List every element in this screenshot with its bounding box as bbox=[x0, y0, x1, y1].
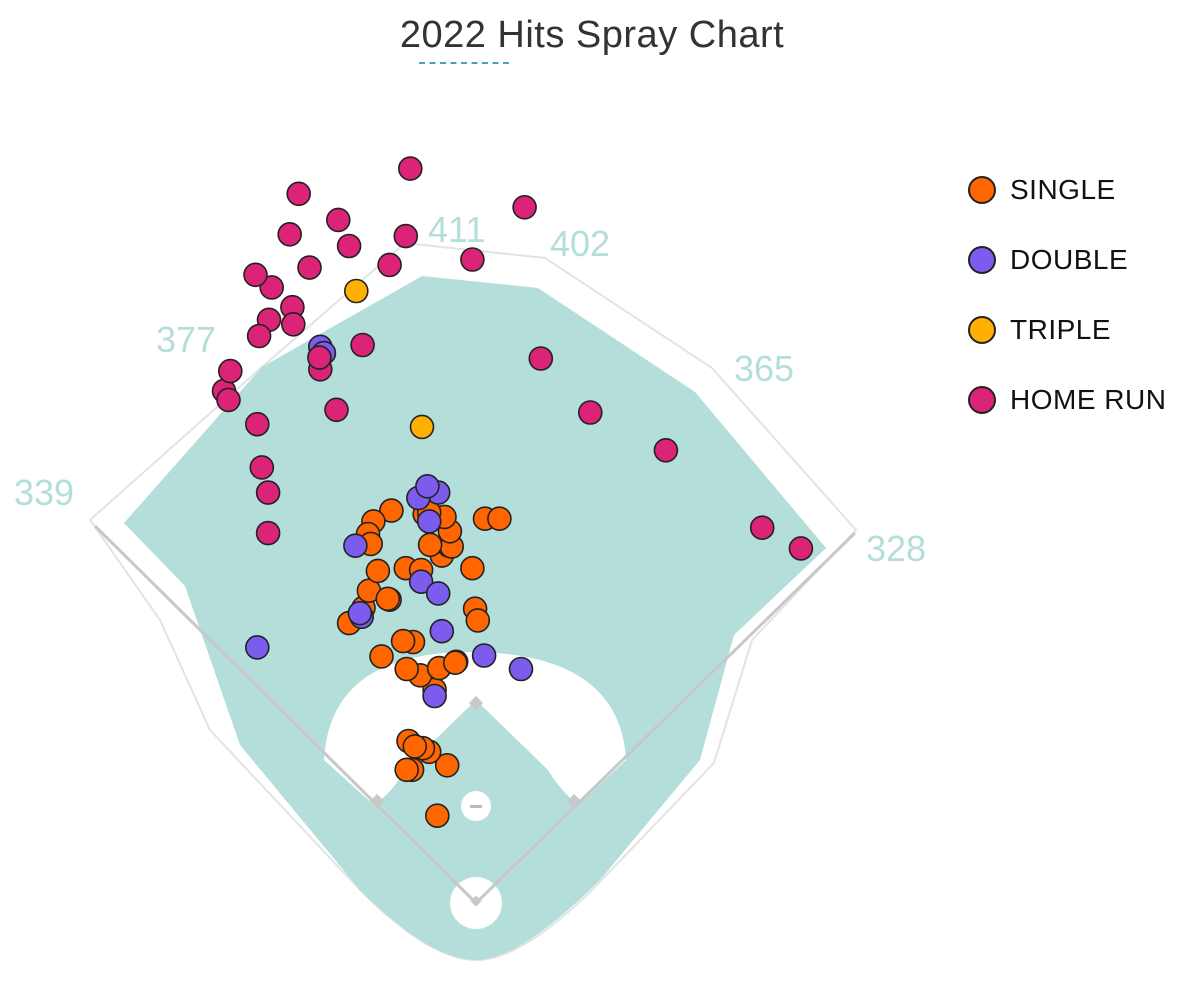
hit-point-single bbox=[434, 752, 460, 778]
hit-point-double bbox=[408, 569, 434, 595]
hit-point-home-run bbox=[249, 455, 275, 480]
hit-point-home-run bbox=[297, 255, 322, 280]
hit-point-home-run bbox=[512, 195, 537, 220]
hit-point-double bbox=[422, 683, 447, 709]
hit-point-home-run bbox=[749, 515, 775, 541]
foul-line-left bbox=[93, 524, 478, 905]
hit-point-home-run bbox=[460, 247, 485, 272]
hit-point-home-run bbox=[243, 262, 268, 288]
legend-item-triple: TRIPLE bbox=[968, 295, 1166, 365]
hit-point-home-run bbox=[528, 346, 554, 371]
pitcher-rubber bbox=[470, 805, 482, 808]
foul-line-right bbox=[474, 531, 857, 905]
hit-point-single bbox=[442, 650, 468, 676]
hit-point-double bbox=[429, 618, 455, 644]
distance-marker-center: 411 bbox=[428, 209, 485, 250]
hit-point-single bbox=[390, 628, 416, 654]
hit-point-double bbox=[425, 581, 451, 606]
hit-point-home-run bbox=[653, 437, 679, 463]
hit-point-single bbox=[369, 644, 394, 669]
hit-points bbox=[211, 156, 814, 829]
title-underline bbox=[419, 62, 509, 64]
hit-point-home-run bbox=[307, 345, 332, 370]
hit-point-home-run bbox=[350, 332, 375, 358]
hit-point-home-run bbox=[255, 520, 281, 546]
hit-point-home-run bbox=[259, 275, 285, 300]
hit-point-double bbox=[244, 635, 270, 660]
legend-label-home-run: HOME RUN bbox=[1010, 384, 1167, 415]
legend-swatch-double bbox=[968, 246, 996, 274]
hit-point-home-run bbox=[788, 536, 814, 561]
hit-point-single bbox=[417, 532, 443, 558]
distance-marker-right-center: 365 bbox=[734, 348, 794, 389]
legend-label-double: DOUBLE bbox=[1010, 244, 1129, 275]
legend-swatch-home-run bbox=[968, 386, 996, 414]
legend-item-single: SINGLE bbox=[968, 155, 1166, 225]
distance-marker-right-line: 328 bbox=[866, 528, 926, 569]
hit-point-single bbox=[402, 734, 428, 759]
hit-point-home-run bbox=[246, 323, 272, 349]
legend-swatch-triple bbox=[968, 316, 996, 344]
hit-point-home-run bbox=[255, 480, 281, 505]
hit-point-home-run bbox=[244, 411, 270, 437]
hit-point-home-run bbox=[393, 223, 419, 249]
hit-point-home-run bbox=[336, 233, 362, 259]
hit-point-single bbox=[375, 586, 401, 612]
hit-point-double bbox=[508, 656, 534, 682]
hit-point-single bbox=[424, 803, 450, 829]
legend-label-single: SINGLE bbox=[1010, 174, 1116, 205]
hit-point-double bbox=[347, 600, 373, 626]
hit-point-single bbox=[487, 506, 512, 532]
hit-point-home-run bbox=[325, 207, 351, 233]
hit-point-single bbox=[460, 555, 485, 581]
hit-point-home-run bbox=[216, 387, 241, 413]
distance-marker-right-center-deep: 402 bbox=[550, 223, 610, 264]
legend-item-double: DOUBLE bbox=[968, 225, 1166, 295]
legend: SINGLE DOUBLE TRIPLE HOME RUN bbox=[968, 155, 1166, 435]
hit-point-single bbox=[394, 656, 420, 682]
hit-point-double bbox=[343, 533, 368, 559]
hit-point-home-run bbox=[577, 400, 603, 425]
first-base bbox=[566, 793, 582, 809]
hit-point-home-run bbox=[218, 358, 243, 384]
hit-point-triple bbox=[343, 278, 369, 304]
hit-point-double bbox=[416, 509, 442, 534]
hit-point-home-run bbox=[280, 311, 306, 337]
hit-point-single bbox=[379, 498, 404, 523]
second-base bbox=[468, 695, 484, 711]
hit-point-double bbox=[471, 643, 497, 668]
distance-marker-left-line: 339 bbox=[14, 472, 74, 513]
hit-point-home-run bbox=[324, 397, 349, 423]
home-plate bbox=[470, 895, 482, 907]
legend-swatch-single bbox=[968, 176, 996, 204]
hit-point-home-run bbox=[377, 252, 402, 278]
hit-point-single bbox=[394, 757, 420, 783]
chart-title: 2022 Hits Spray Chart bbox=[399, 14, 785, 56]
hit-point-home-run bbox=[286, 181, 312, 207]
third-base bbox=[369, 793, 385, 809]
hit-point-home-run bbox=[277, 222, 303, 247]
hit-point-triple bbox=[409, 414, 435, 440]
hit-point-single bbox=[465, 608, 491, 633]
distance-marker-left-center: 377 bbox=[156, 319, 216, 360]
legend-item-home-run: HOME RUN bbox=[968, 365, 1166, 435]
hit-point-double bbox=[415, 473, 440, 499]
hit-point-home-run bbox=[397, 156, 423, 181]
hit-point-single bbox=[365, 558, 391, 584]
legend-label-triple: TRIPLE bbox=[1010, 314, 1112, 345]
